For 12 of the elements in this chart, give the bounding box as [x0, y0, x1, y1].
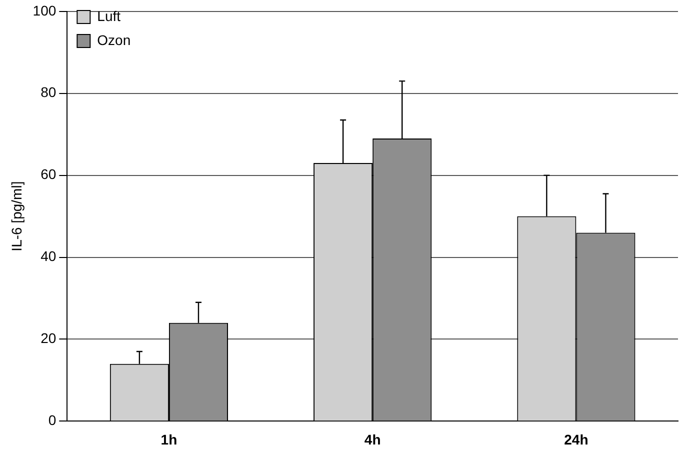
x-tick-label: 24h [564, 431, 588, 448]
y-tick-label: 60 [40, 166, 56, 182]
y-tick-label: 0 [48, 412, 56, 428]
legend-label: Luft [97, 8, 121, 24]
y-tick-label: 80 [40, 84, 56, 100]
y-tick-label: 40 [40, 248, 56, 264]
x-tick-label: 4h [364, 431, 381, 448]
legend-label: Ozon [97, 32, 131, 48]
x-tick-label: 1h [160, 431, 178, 448]
y-axis-title: IL-6 [pg/ml] [8, 181, 24, 252]
y-tick-label: 100 [32, 2, 56, 18]
y-tick-label: 20 [40, 330, 56, 346]
